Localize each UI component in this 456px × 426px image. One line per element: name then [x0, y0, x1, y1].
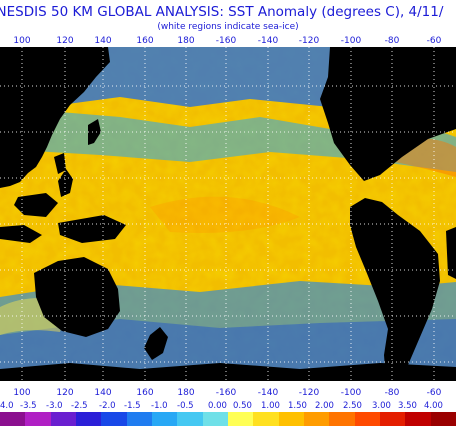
top-lon-label: -60 — [426, 36, 442, 46]
colorbar-swatch — [50, 412, 76, 426]
top-lon-label: -160 — [215, 36, 237, 46]
south-america-landmass — [350, 198, 440, 381]
top-lon-label: 100 — [13, 36, 31, 46]
colorbar-swatch — [126, 412, 152, 426]
scale-label: -0.5 — [177, 401, 194, 411]
colorbar-swatch — [177, 412, 203, 426]
asia-landmass — [0, 47, 110, 188]
scale-label: -2.5 — [71, 401, 88, 411]
bottom-lon-label: -60 — [426, 388, 442, 398]
top-lon-label: 180 — [177, 36, 195, 46]
scale-label: -2.0 — [99, 401, 116, 411]
japan-landmass — [88, 119, 101, 145]
bottom-lon-label: -160 — [215, 388, 237, 398]
colorbar-swatch — [202, 412, 228, 426]
borneo-landmass — [14, 193, 58, 217]
top-longitude-labels: 100 120 140 160 180 -160 -140 -120 -100 … — [0, 35, 456, 47]
bottom-lon-label: 100 — [13, 388, 31, 398]
colorbar-swatch — [430, 412, 456, 426]
colorbar-swatch — [354, 412, 380, 426]
top-lon-label: 140 — [94, 36, 112, 46]
bottom-lon-label: -120 — [298, 388, 320, 398]
equatorial-warm-patch — [150, 196, 300, 233]
scale-label: 3.00 — [372, 401, 391, 411]
colorbar-scale-labels: 4.0 -3.5 -3.0 -2.5 -2.0 -1.5 -1.0 -0.5 0… — [0, 400, 456, 412]
bottom-lon-label: -80 — [384, 388, 400, 398]
bottom-lon-label: 180 — [177, 388, 195, 398]
colorbar-swatch — [329, 412, 355, 426]
scale-label: -1.0 — [151, 401, 168, 411]
bottom-lon-label: 120 — [56, 388, 74, 398]
colorbar-swatch — [303, 412, 330, 426]
scale-label: 3.50 — [398, 401, 417, 411]
scale-label: -1.5 — [124, 401, 141, 411]
colorbar-swatch — [227, 412, 254, 426]
colorbar-swatch — [101, 412, 127, 426]
bottom-lon-label: -100 — [340, 388, 362, 398]
colorbar-swatch — [75, 412, 102, 426]
taiwan-landmass — [54, 153, 66, 174]
top-lon-label: -100 — [340, 36, 362, 46]
bottom-longitude-labels: 100 120 140 160 180 -160 -140 -120 -100 … — [0, 387, 456, 399]
colorbar-swatch — [405, 412, 431, 426]
antarctica-edge-landmass — [0, 363, 456, 381]
top-lon-label: -80 — [384, 36, 400, 46]
sst-anomaly-map-svg — [0, 47, 456, 381]
africa-edge-landmass — [446, 227, 456, 279]
bottom-lon-label: -140 — [257, 388, 279, 398]
new-zealand-landmass — [144, 327, 168, 360]
sst-anomaly-colorbar — [0, 412, 456, 426]
colorbar-swatch — [379, 412, 406, 426]
colorbar-swatch — [151, 412, 178, 426]
top-lon-label: -120 — [298, 36, 320, 46]
scale-label: -3.0 — [46, 401, 63, 411]
north-pacific-cool-pattern — [0, 107, 456, 172]
sst-anomaly-map — [0, 47, 456, 381]
scale-label: 2.50 — [343, 401, 362, 411]
colorbar-swatch — [25, 412, 51, 426]
colorbar-swatch — [278, 412, 304, 426]
southern-ocean-deep-cool — [0, 319, 456, 381]
map-title: /NESDIS 50 KM GLOBAL ANALYSIS: SST Anoma… — [0, 4, 444, 20]
bottom-lon-label: 160 — [136, 388, 154, 398]
colorbar-swatch — [0, 412, 26, 426]
scale-label: 4.0 — [0, 401, 14, 411]
australia-landmass — [34, 257, 120, 337]
north-america-landmass — [320, 47, 456, 181]
scale-label: 1.00 — [261, 401, 280, 411]
scale-label: 0.50 — [233, 401, 252, 411]
top-lon-label: 120 — [56, 36, 74, 46]
new-guinea-landmass — [58, 215, 126, 243]
scale-label: 4.00 — [424, 401, 443, 411]
map-grid — [0, 47, 456, 381]
map-subtitle: (white regions indicate sea-ice) — [157, 22, 299, 32]
top-lon-label: -140 — [257, 36, 279, 46]
scale-label: -3.5 — [20, 401, 37, 411]
colorbar-swatch — [253, 412, 279, 426]
scale-label: 2.00 — [315, 401, 334, 411]
bottom-lon-label: 140 — [94, 388, 112, 398]
scale-label: 0.00 — [208, 401, 227, 411]
indonesia-landmass — [0, 225, 42, 243]
top-lon-label: 160 — [136, 36, 154, 46]
scale-label: 1.50 — [288, 401, 307, 411]
